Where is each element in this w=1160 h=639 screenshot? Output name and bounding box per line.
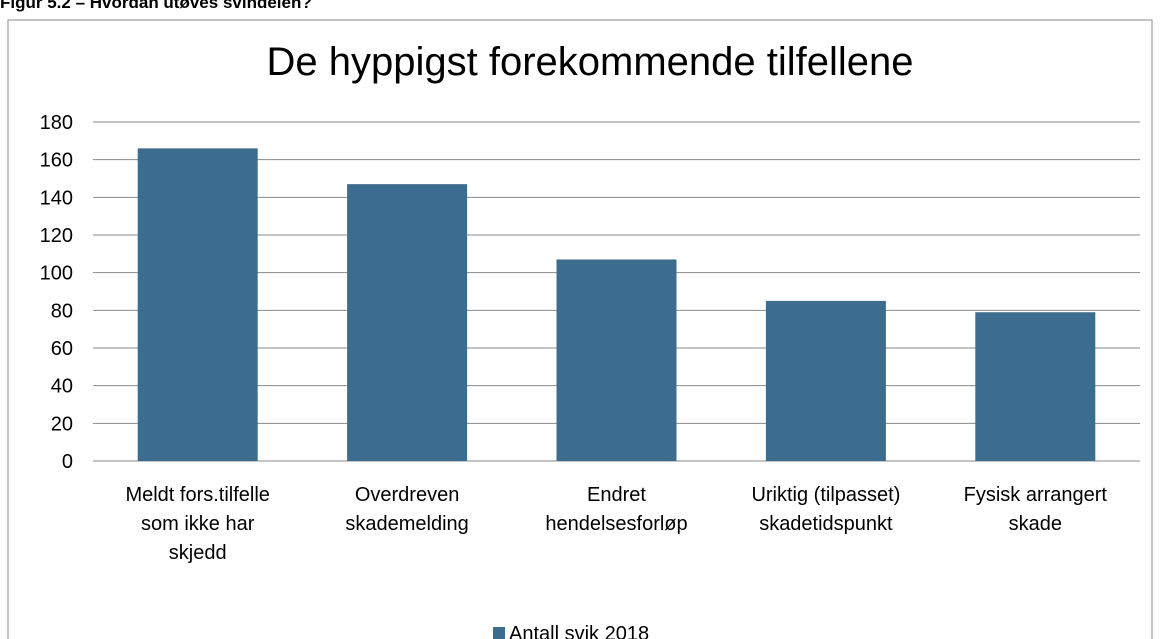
y-tick-label: 140 <box>40 187 73 209</box>
x-tick-label-line: skade <box>1009 513 1062 535</box>
x-tick-label-line: Endret <box>587 484 646 506</box>
y-tick-label: 120 <box>40 225 73 247</box>
x-tick-label-line: Meldt fors.tilfelle <box>125 484 270 506</box>
x-tick-label: Endret hendelsesforløp <box>545 484 687 535</box>
bar <box>975 312 1096 461</box>
x-tick-label-line: som ikke har <box>141 513 255 535</box>
bar <box>556 259 677 461</box>
y-tick-label: 80 <box>51 300 73 322</box>
x-tick-label-line: Uriktig (tilpasset) <box>751 484 900 506</box>
y-tick-label: 0 <box>62 451 73 473</box>
figure-caption: Figur 5.2 – Hvordan utøves svindelen? <box>0 0 312 12</box>
y-tick-label: 100 <box>40 263 73 285</box>
x-tick-label-line: skademelding <box>345 513 468 535</box>
legend-swatch <box>493 627 505 639</box>
x-tick-label-line: skjedd <box>169 542 227 564</box>
y-tick-label: 180 <box>40 112 73 134</box>
bar <box>765 300 886 461</box>
x-tick-label-line: skadetidspunkt <box>759 513 893 535</box>
x-tick-label-line: Overdreven <box>355 484 460 506</box>
x-tick-label-line: hendelsesforløp <box>545 513 687 535</box>
legend-label: Antall svik 2018 <box>509 623 649 639</box>
y-tick-label: 60 <box>51 338 73 360</box>
y-tick-label: 20 <box>51 413 73 435</box>
y-tick-label: 160 <box>40 150 73 172</box>
x-tick-label: Overdreven skademelding <box>345 484 468 535</box>
chart-title: De hyppigst forekommende tilfellene <box>266 40 913 84</box>
bar <box>347 184 468 461</box>
y-tick-label: 40 <box>51 376 73 398</box>
x-tick-label-line: Fysisk arrangert <box>964 484 1108 506</box>
bar <box>137 148 258 461</box>
x-tick-label: Uriktig (tilpasset) skadetidspunkt <box>751 484 900 535</box>
x-tick-label: Meldt fors.tilfelle som ikke har skjedd <box>125 484 270 564</box>
x-tick-label: Fysisk arrangert skade <box>964 484 1108 535</box>
